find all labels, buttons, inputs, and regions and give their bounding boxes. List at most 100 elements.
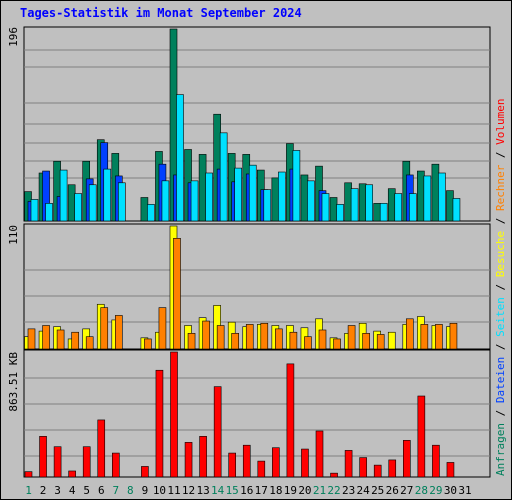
bar-sites xyxy=(304,336,312,350)
bar-pages xyxy=(30,199,39,222)
x-tick-label: 24 xyxy=(357,484,371,497)
bar-hits xyxy=(446,190,454,222)
bar-sites xyxy=(245,324,254,350)
bar-sites xyxy=(42,325,50,350)
legend-entry: / xyxy=(494,403,507,423)
bar-pages xyxy=(307,180,315,222)
x-tick-label: 4 xyxy=(69,484,76,497)
x-tick-label: 10 xyxy=(153,484,166,497)
bar-pages xyxy=(103,168,112,222)
bar-pages xyxy=(350,188,359,222)
bar-pages xyxy=(263,189,272,222)
bar-kbytes xyxy=(257,460,266,478)
legend-entry: / xyxy=(494,211,507,231)
bar-sites xyxy=(333,338,341,350)
x-tick-label: 3 xyxy=(54,484,61,497)
legend-entry: / xyxy=(494,337,507,357)
bar-kbytes xyxy=(213,386,222,478)
bar-pages xyxy=(408,193,417,222)
bar-pages xyxy=(292,150,301,222)
bar-sites xyxy=(405,318,414,350)
x-tick-label: 17 xyxy=(255,484,268,497)
x-tick-label: 31 xyxy=(458,484,471,497)
bar-sites xyxy=(376,334,385,350)
x-tick-label: 11 xyxy=(167,484,180,497)
bar-hits xyxy=(329,197,338,222)
bar-kbytes xyxy=(373,464,382,478)
bar-pages xyxy=(219,132,228,222)
legend-entry: Anfragen xyxy=(494,423,507,476)
bar-hits xyxy=(271,177,280,222)
bar-pages xyxy=(45,203,53,222)
bar-kbytes xyxy=(141,466,149,478)
bar-hits xyxy=(431,163,440,222)
x-tick-label: 27 xyxy=(400,484,413,497)
bar-pages xyxy=(321,193,330,222)
bar-pages xyxy=(176,94,184,222)
bar-sites xyxy=(420,324,429,350)
y-max-label-kbytes: 863.51 KB xyxy=(7,352,20,412)
bar-kbytes xyxy=(82,446,91,478)
legend-entry: Rechner xyxy=(494,164,507,211)
bar-kbytes xyxy=(402,440,411,478)
bar-hits xyxy=(358,183,367,222)
bar-sites xyxy=(187,333,196,350)
bar-hits xyxy=(198,154,207,222)
bar-kbytes xyxy=(155,369,164,478)
bar-kbytes xyxy=(199,436,207,478)
bar-kbytes xyxy=(388,459,397,478)
bar-hits xyxy=(373,203,382,222)
bar-kbytes xyxy=(68,470,76,478)
bar-kbytes xyxy=(417,395,426,478)
x-tick-label: 22 xyxy=(327,484,340,497)
bar-pages xyxy=(394,193,403,222)
x-tick-label: 25 xyxy=(371,484,384,497)
bar-sites xyxy=(71,331,79,350)
bar-hits xyxy=(387,188,396,222)
bar-pages xyxy=(278,171,286,222)
bar-kbytes xyxy=(112,452,120,478)
bar-kbytes xyxy=(39,436,47,478)
bar-pages xyxy=(88,184,97,222)
panel-visits-sites xyxy=(23,223,491,350)
legend-entry: Besuche xyxy=(494,231,507,277)
bar-kbytes xyxy=(432,444,440,478)
bar-sites xyxy=(289,331,298,350)
bar-sites xyxy=(449,322,458,350)
panel-hits-files-pages xyxy=(23,26,491,222)
x-axis-day-labels: 1 2 3 4 5 6 7 8 9 10 11 12 13 14 15 16 17 18 19 20 21 22 23 24 2… xyxy=(25,484,471,497)
x-tick-label: 5 xyxy=(83,484,90,497)
bar-kbytes xyxy=(344,450,353,478)
bar-pages xyxy=(423,175,432,222)
legend-entry: / xyxy=(494,145,507,165)
bar-kbytes xyxy=(97,419,106,478)
bar-kbytes xyxy=(170,351,178,478)
bar-sites xyxy=(56,329,65,350)
bar-sites xyxy=(362,333,370,350)
legend-vertical: Anfragen / Dateien / Seiten / Besuche / … xyxy=(494,98,507,476)
x-tick-label: 14 xyxy=(211,484,225,497)
bar-pages xyxy=(161,180,170,222)
bar-hits xyxy=(417,170,425,222)
panel-kbytes xyxy=(23,349,491,478)
x-tick-label: 1 xyxy=(25,484,32,497)
bar-pages xyxy=(74,193,82,222)
x-tick-label: 23 xyxy=(342,484,355,497)
bar-kbytes xyxy=(184,442,193,478)
x-tick-label: 28 xyxy=(415,484,428,497)
chart-title: Tages-Statistik im Monat September 2024 xyxy=(20,6,302,20)
bar-pages xyxy=(452,198,461,222)
x-tick-label: 7 xyxy=(112,484,119,497)
bar-sites xyxy=(231,333,239,350)
bar-sites xyxy=(202,320,210,350)
bar-kbytes xyxy=(330,472,338,478)
bar-kbytes xyxy=(272,447,280,478)
x-tick-label: 6 xyxy=(98,484,105,497)
bar-pages xyxy=(336,204,344,222)
bar-kbytes xyxy=(286,363,295,478)
bar-kbytes xyxy=(53,446,62,478)
bar-hits xyxy=(344,182,352,222)
bar-pages xyxy=(438,172,446,222)
bar-pages xyxy=(147,204,155,222)
